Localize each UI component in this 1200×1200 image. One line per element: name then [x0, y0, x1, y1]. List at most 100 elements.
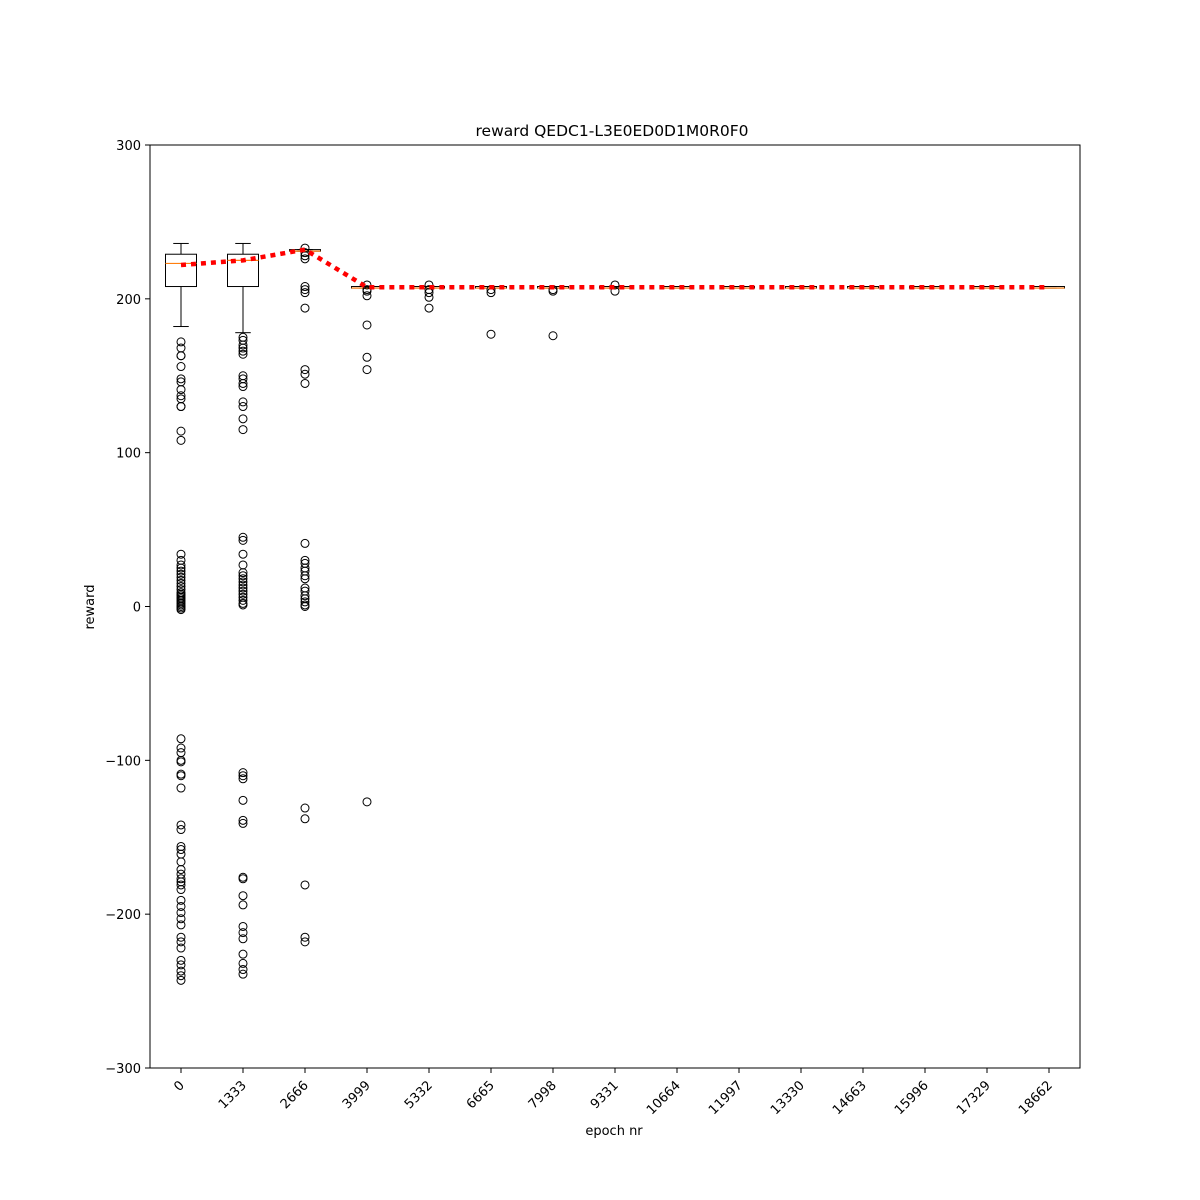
y-tick-label: 300: [116, 139, 141, 154]
outlier: [238, 568, 248, 578]
outlier: [238, 874, 248, 884]
y-tick-label: 200: [116, 293, 141, 308]
outlier: [300, 880, 310, 890]
outlier: [362, 320, 372, 330]
outlier: [238, 340, 248, 350]
outlier: [176, 771, 186, 781]
outlier: [300, 932, 310, 942]
outlier: [176, 932, 186, 942]
outlier: [238, 600, 248, 610]
outlier: [238, 589, 248, 599]
outlier: [176, 908, 186, 918]
outlier: [176, 885, 186, 895]
outlier: [300, 288, 310, 298]
outlier: [238, 891, 248, 901]
outlier: [238, 580, 248, 590]
outlier: [238, 965, 248, 975]
y-tick-label: −100: [105, 754, 141, 769]
outlier: [238, 900, 248, 910]
outlier: [176, 563, 186, 573]
y-tick-label: 100: [116, 447, 141, 462]
outlier: [176, 975, 186, 985]
outlier: [176, 783, 186, 793]
outlier: [176, 435, 186, 445]
y-tick-label: 0: [133, 601, 141, 616]
outlier: [300, 365, 310, 375]
outlier: [424, 303, 434, 313]
outlier: [300, 571, 310, 581]
outlier: [300, 597, 310, 607]
outlier: [176, 845, 186, 855]
outlier: [176, 566, 186, 576]
outlier: [176, 385, 186, 395]
outlier: [362, 365, 372, 375]
outlier: [238, 382, 248, 392]
outlier: [238, 586, 248, 596]
outlier: [238, 425, 248, 435]
outlier: [238, 815, 248, 825]
outlier: [176, 575, 186, 585]
outlier: [300, 285, 310, 295]
outlier: [176, 937, 186, 947]
outlier: [424, 292, 434, 302]
outlier: [176, 966, 186, 976]
box: [227, 253, 259, 288]
outlier: [238, 969, 248, 979]
outlier: [238, 414, 248, 424]
outlier: [176, 337, 186, 347]
outlier: [176, 391, 186, 401]
outlier: [238, 549, 248, 559]
outlier: [300, 574, 310, 584]
outlier: [238, 818, 248, 828]
outlier: [238, 921, 248, 931]
outlier: [300, 602, 310, 611]
outlier: [300, 937, 310, 947]
outlier: [238, 768, 248, 778]
outlier: [176, 549, 186, 559]
outlier: [176, 971, 186, 981]
outlier: [238, 949, 248, 959]
outlier: [176, 351, 186, 361]
outlier: [176, 874, 186, 884]
outlier: [176, 605, 186, 615]
outlier: [238, 402, 248, 412]
x-axis-label: epoch nr: [585, 1124, 643, 1139]
outlier: [176, 920, 186, 930]
outlier: [238, 577, 248, 587]
outlier: [176, 901, 186, 911]
outlier: [300, 803, 310, 813]
outlier: [362, 352, 372, 362]
outlier: [300, 369, 310, 379]
outlier: [176, 426, 186, 436]
outlier: [238, 934, 248, 944]
outlier: [176, 880, 186, 890]
outlier: [424, 288, 434, 298]
outlier: [300, 254, 310, 264]
outlier: [238, 346, 248, 356]
outlier: [362, 286, 372, 296]
outlier: [238, 571, 248, 581]
outlier: [300, 303, 310, 313]
outlier: [300, 591, 310, 601]
mean-line: [180, 247, 1049, 290]
outlier: [176, 402, 186, 412]
outlier: [238, 349, 248, 359]
box: [165, 253, 197, 288]
outlier: [176, 734, 186, 744]
outlier: [238, 774, 248, 784]
outlier: [176, 578, 186, 588]
outlier: [238, 583, 248, 593]
outlier: [238, 343, 248, 353]
outlier: [486, 329, 496, 339]
outlier: [176, 895, 186, 905]
outlier: [238, 958, 248, 968]
outlier: [610, 286, 620, 296]
outlier: [176, 825, 186, 835]
outlier: [176, 820, 186, 830]
outlier: [362, 291, 372, 301]
outlier: [238, 535, 248, 545]
outlier: [300, 282, 310, 292]
outlier: [238, 574, 248, 584]
outlier: [238, 397, 248, 407]
